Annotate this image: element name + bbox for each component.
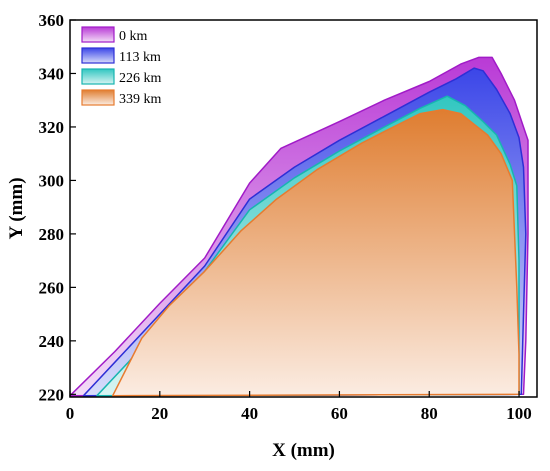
x-tick-label: 40 xyxy=(241,404,258,423)
legend-swatch xyxy=(81,89,115,106)
legend-item-1: 113 km xyxy=(81,47,161,65)
x-tick-label: 80 xyxy=(421,404,438,423)
x-axis-title: X (mm) xyxy=(272,440,335,461)
y-tick-label: 320 xyxy=(39,118,65,137)
series-layer xyxy=(69,56,529,397)
y-tick-label: 340 xyxy=(39,64,65,83)
y-tick-label: 280 xyxy=(39,225,65,244)
legend-item-0: 0 km xyxy=(81,26,148,44)
y-tick-label: 260 xyxy=(39,278,65,297)
legend-label: 0 km xyxy=(119,29,148,44)
legend-item-2: 226 km xyxy=(81,68,162,86)
y-tick-label: 300 xyxy=(39,171,65,190)
series-area-3 xyxy=(111,108,520,397)
x-tick-label: 0 xyxy=(66,404,75,423)
x-tick-label: 20 xyxy=(151,404,168,423)
legend: 0 km 113 km 226 km 339 km xyxy=(81,26,162,107)
legend-item-3: 339 km xyxy=(81,89,162,107)
y-tick-label: 240 xyxy=(39,332,65,351)
x-tick-label: 100 xyxy=(506,404,532,423)
y-tick-label: 360 xyxy=(39,11,65,30)
legend-label: 339 km xyxy=(119,92,162,107)
ticks-layer: 0 20 40 60 80 100 220 240 260 280 300 320 340 360 xyxy=(39,11,532,423)
y-tick-label: 220 xyxy=(39,385,65,404)
y-axis-title: Y (mm) xyxy=(6,177,27,239)
plot-frame xyxy=(69,19,538,398)
legend-label: 113 km xyxy=(119,50,161,65)
legend-swatch xyxy=(81,26,115,43)
legend-label: 226 km xyxy=(119,71,162,86)
legend-swatch xyxy=(81,68,115,85)
x-tick-label: 60 xyxy=(331,404,348,423)
legend-swatch xyxy=(81,47,115,64)
